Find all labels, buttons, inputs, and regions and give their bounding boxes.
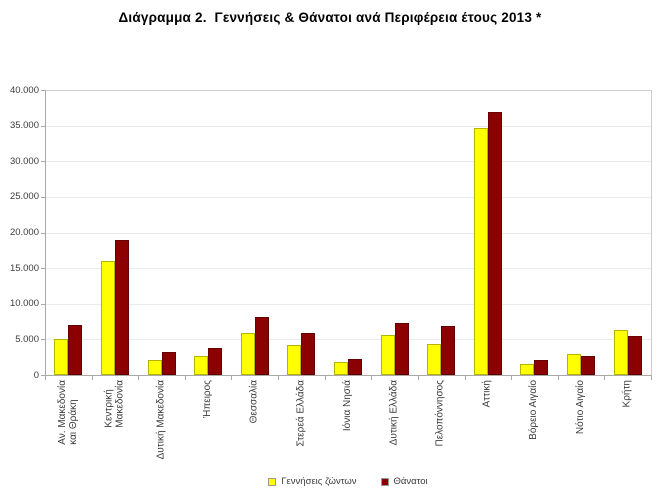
y-axis-tick-label: 5.000 [15, 333, 39, 345]
gridline [46, 232, 651, 234]
y-axis-tick-label: 0 [33, 369, 39, 381]
x-axis-line [45, 375, 652, 376]
bar-births-10 [520, 364, 535, 375]
y-axis-tick [41, 90, 45, 91]
x-axis-tick [278, 376, 280, 380]
y-axis-tick [41, 375, 45, 376]
y-axis-tick-label: 20.000 [9, 227, 39, 238]
x-axis-label: Κρήτη [621, 380, 633, 408]
x-axis-label: Πελοπόννησος [434, 380, 446, 447]
x-axis-tick [184, 376, 186, 380]
gridline [46, 196, 651, 198]
bar-deaths-11 [581, 356, 596, 375]
plot-border-right [651, 90, 652, 376]
x-axis-tick [324, 376, 326, 380]
x-axis-label: Ήπειρος [201, 380, 213, 419]
y-axis-tick-label: 10.000 [9, 298, 39, 310]
x-axis-tick [45, 376, 46, 380]
y-axis-tick [41, 161, 45, 163]
x-axis-tick [511, 376, 513, 380]
bar-births-4 [240, 333, 255, 375]
y-axis-tick-label: 40.000 [9, 84, 39, 96]
x-axis-tick [371, 376, 373, 380]
gridline [46, 339, 651, 341]
bar-births-0 [54, 339, 69, 375]
x-axis-tick [651, 376, 652, 380]
y-axis-tick-label: 30.000 [9, 155, 39, 167]
bar-deaths-1 [114, 240, 129, 375]
x-axis-tick [91, 376, 93, 380]
y-axis-tick [41, 339, 45, 341]
gridline [46, 161, 651, 163]
bar-deaths-5 [301, 333, 316, 375]
x-axis-tick [138, 376, 140, 380]
bar-deaths-9 [487, 112, 502, 375]
bar-deaths-2 [161, 352, 176, 375]
x-axis-label: Στερεά Ελλάδα [295, 380, 307, 447]
x-axis-label: Θεσσαλία [248, 380, 260, 424]
bar-births-9 [473, 128, 488, 375]
x-axis-label: Αν. Μακεδονία και Θράκη [56, 380, 79, 445]
y-axis-tick [41, 232, 45, 234]
x-axis-label: Ιόνια Νησιά [341, 380, 353, 432]
x-axis-tick [231, 376, 233, 380]
legend: Γεννήσεις ζώντων Θάνατοι [45, 476, 651, 487]
legend-marker-deaths [380, 477, 389, 486]
gridline [46, 303, 651, 305]
bar-births-11 [567, 354, 582, 375]
bar-deaths-10 [534, 360, 549, 375]
bar-deaths-6 [348, 359, 362, 375]
y-axis-tick-label: 35.000 [9, 120, 39, 132]
y-axis-tick [41, 196, 45, 198]
x-axis-tick [464, 376, 466, 380]
plot-border-top [45, 90, 651, 91]
y-axis-tick [41, 303, 45, 305]
x-axis-tick [417, 376, 419, 380]
legend-label-births: Γεννήσεις ζώντων [281, 476, 357, 487]
bar-deaths-3 [208, 348, 223, 375]
chart-title: Διάγραμμα 2. Γεννήσεις & Θάνατοι ανά Περ… [118, 10, 542, 25]
y-axis-tick [41, 268, 45, 270]
bar-deaths-0 [68, 325, 83, 375]
bar-births-1 [100, 261, 115, 375]
legend-item-deaths: Θάνατοι [380, 476, 428, 487]
bar-deaths-8 [441, 326, 456, 375]
y-axis-tick [41, 125, 45, 127]
y-axis-tick-label: 25.000 [9, 191, 39, 203]
y-axis-line [45, 90, 46, 375]
bar-births-2 [147, 360, 162, 375]
bar-births-6 [334, 362, 348, 375]
bar-births-5 [287, 345, 302, 375]
x-axis-tick [604, 376, 606, 380]
legend-marker-births [268, 477, 277, 486]
bar-births-8 [427, 344, 442, 375]
gridline [46, 125, 651, 127]
gridline [46, 268, 651, 270]
bar-deaths-4 [254, 317, 269, 375]
x-axis-label: Αττική [481, 380, 493, 408]
legend-label-deaths: Θάνατοι [393, 476, 428, 487]
x-axis-label: Κεντρική Μακεδονία [103, 380, 125, 428]
x-axis-label: Δυτική Ελλάδα [388, 380, 400, 446]
bar-births-12 [613, 330, 628, 375]
bar-births-7 [380, 335, 395, 375]
y-axis-tick-label: 15.000 [9, 262, 39, 274]
x-axis-tick [557, 376, 559, 380]
x-axis-label: Δυτική Μακεδονία [155, 380, 167, 460]
x-axis-label: Νότιο Αιγαίο [574, 380, 586, 435]
x-axis-label: Βόρειο Αιγαίο [528, 380, 540, 440]
bar-births-3 [194, 356, 209, 375]
bar-deaths-7 [394, 323, 409, 375]
bar-deaths-12 [627, 336, 642, 375]
legend-item-births: Γεννήσεις ζώντων [268, 476, 357, 487]
